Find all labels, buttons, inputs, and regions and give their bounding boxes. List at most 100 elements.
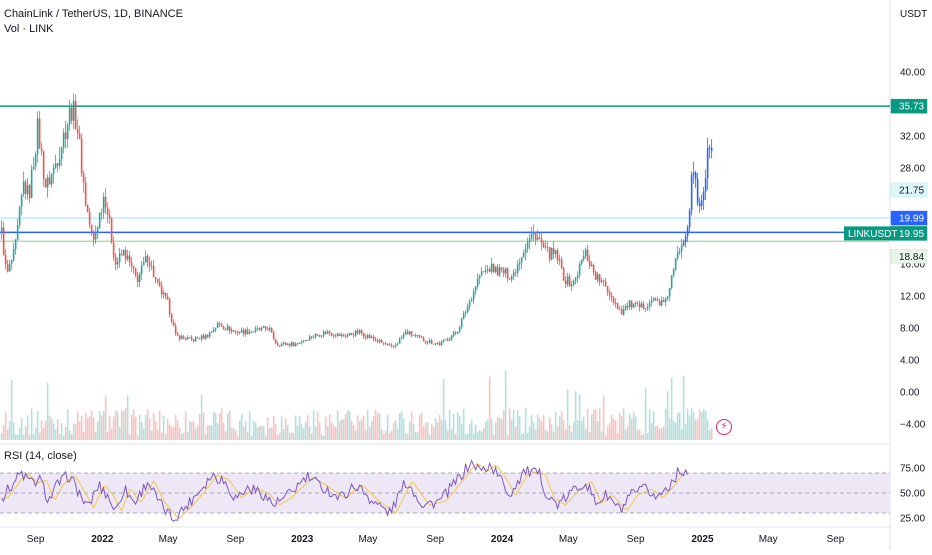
- volume-bar: [18, 427, 21, 440]
- candle-body: [492, 263, 495, 273]
- volume-bar: [500, 418, 503, 440]
- volume-bar: [74, 424, 77, 440]
- volume-bar: [660, 427, 663, 440]
- candle-body: [324, 331, 327, 334]
- candle-body: [340, 334, 343, 336]
- volume-bar: [48, 415, 51, 440]
- candle-body: [510, 276, 513, 280]
- candle-body: [320, 335, 323, 337]
- candle-body: [288, 343, 291, 346]
- candle-body: [660, 300, 663, 306]
- candle-body: [196, 337, 199, 339]
- volume-bar: [618, 412, 621, 440]
- candle-body: [476, 278, 479, 287]
- candle-body: [480, 271, 483, 276]
- volume-bar: [578, 394, 581, 440]
- candle-body: [276, 343, 279, 346]
- candle-body: [572, 280, 575, 285]
- volume-bar: [330, 422, 333, 440]
- volume-bar: [308, 426, 311, 440]
- volume-bar: [458, 415, 461, 440]
- volume-label[interactable]: Vol · LINK: [4, 23, 54, 35]
- candle-body: [158, 281, 161, 286]
- volume-bar: [490, 418, 493, 440]
- candle-body: [146, 256, 149, 263]
- volume-bar: [534, 429, 537, 440]
- volume-bar: [254, 422, 257, 440]
- volume-bar: [584, 428, 587, 440]
- candle-body: [626, 305, 629, 308]
- symbol-title[interactable]: ChainLink / TetherUS, 1D, BINANCE: [4, 8, 183, 20]
- candle-body: [468, 301, 471, 307]
- candle-body: [514, 272, 517, 274]
- volume-bar: [650, 423, 653, 440]
- volume-bar: [316, 411, 319, 440]
- volume-bar: [152, 413, 155, 440]
- volume-bar: [688, 415, 691, 440]
- candle-body: [292, 342, 295, 347]
- volume-bar: [616, 432, 619, 440]
- candle-body: [590, 264, 593, 266]
- candle-body: [640, 303, 643, 308]
- candle-body: [224, 328, 227, 330]
- price-tick-label: 16.00: [900, 260, 925, 271]
- volume-bar: [504, 370, 507, 440]
- volume-bar: [90, 410, 93, 440]
- candle-body: [298, 343, 301, 344]
- volume-bar: [592, 409, 595, 440]
- volume-bar: [134, 416, 137, 440]
- candle-body: [692, 172, 695, 175]
- candle-body: [312, 336, 315, 338]
- volume-bar: [446, 430, 449, 440]
- candle-body: [230, 330, 233, 332]
- candle-body: [162, 292, 165, 295]
- volume-bar: [234, 430, 237, 440]
- volume-bar: [244, 421, 247, 440]
- volume-bar: [58, 434, 61, 440]
- volume-bar: [620, 416, 623, 440]
- volume-bar: [424, 422, 427, 440]
- candle-body: [178, 335, 181, 340]
- volume-bar: [348, 411, 351, 440]
- candle-body: [216, 323, 219, 328]
- candle-body: [532, 232, 535, 235]
- volume-bar: [260, 426, 263, 440]
- candle-body: [474, 286, 477, 292]
- volume-bar: [382, 433, 385, 440]
- price-tag-label-level-21: 21.75: [899, 186, 924, 197]
- volume-bar: [46, 382, 49, 440]
- volume-bar: [338, 421, 341, 440]
- volume-bar: [304, 422, 307, 440]
- grid: [0, 0, 891, 550]
- candle-body: [280, 343, 283, 347]
- candle-body: [576, 275, 579, 278]
- volume-bar: [370, 421, 373, 440]
- volume-bar: [190, 422, 193, 440]
- time-tick-label: May: [159, 534, 178, 545]
- volume-bar: [84, 412, 87, 440]
- candle-body: [194, 337, 197, 342]
- volume-bar: [342, 419, 345, 440]
- candle-body: [80, 138, 83, 174]
- volume-bar: [132, 409, 135, 440]
- candle-body: [578, 264, 581, 276]
- volume-bar: [350, 420, 353, 440]
- candle-body: [264, 326, 267, 329]
- volume-bar: [44, 420, 47, 440]
- candle-body: [362, 333, 365, 337]
- candle-body: [404, 331, 407, 335]
- volume-bar: [462, 408, 465, 440]
- candle-body: [168, 299, 171, 315]
- volume-bar: [372, 415, 375, 440]
- volume-bar: [638, 429, 641, 440]
- alert-icon[interactable]: ⚡: [716, 419, 732, 435]
- candle-body: [414, 335, 417, 337]
- volume-bar: [522, 433, 525, 440]
- volume-bar: [106, 432, 109, 440]
- candle-body: [34, 154, 37, 167]
- candle-body: [302, 340, 305, 342]
- candle-body: [316, 334, 319, 335]
- candle-body: [6, 264, 9, 272]
- candle-body: [98, 212, 101, 228]
- rsi-label[interactable]: RSI (14, close): [4, 450, 77, 462]
